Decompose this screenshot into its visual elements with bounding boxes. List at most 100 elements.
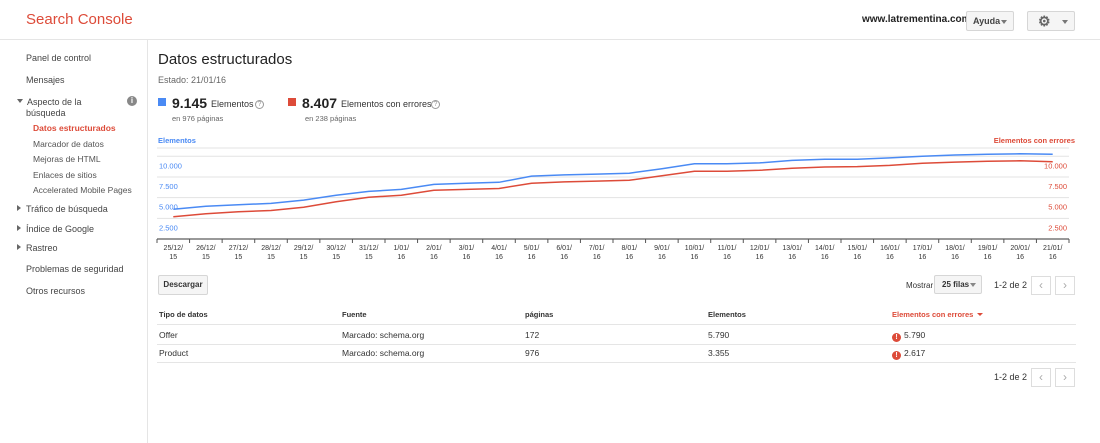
sidebar-item-label: Índice de Google [26, 224, 95, 234]
help-circle-icon[interactable]: ? [255, 100, 264, 109]
divider [157, 324, 1076, 325]
x-tick-label: 16 [723, 254, 731, 261]
chevron-right-icon: › [1063, 278, 1067, 292]
x-tick-label: 7/01/ [589, 245, 605, 252]
prev-page-button[interactable]: ‹ [1031, 276, 1051, 295]
x-tick-label: 15 [365, 254, 373, 261]
help-circle-icon[interactable]: ? [431, 100, 440, 109]
right-y-tick-label: 5.000 [1048, 203, 1067, 212]
x-tick-label: 15 [169, 254, 177, 261]
x-tick-label: 15 [267, 254, 275, 261]
chevron-down-icon [1001, 20, 1007, 24]
x-tick-label: 16 [756, 254, 764, 261]
next-page-button[interactable]: › [1055, 368, 1075, 387]
x-tick-label: 16 [853, 254, 861, 261]
sidebar-item-search-appearance[interactable]: Aspecto de la búsqueda [17, 97, 117, 119]
collapsed-triangle-icon [17, 244, 21, 250]
x-tick-label: 16 [430, 254, 438, 261]
x-tick-label: 4/01/ [491, 245, 507, 252]
left-y-tick-label: 7.500 [159, 182, 178, 191]
stat-errors-sub: en 238 páginas [305, 114, 357, 123]
info-icon[interactable]: i [127, 96, 137, 106]
x-tick-label: 16 [463, 254, 471, 261]
next-page-button[interactable]: › [1055, 276, 1075, 295]
x-tick-label: 16 [658, 254, 666, 261]
cell-errors-value: 2.617 [904, 348, 926, 358]
x-tick-label: 16 [560, 254, 568, 261]
stat-items-sub: en 976 páginas [172, 114, 224, 123]
column-header-errors[interactable]: Elementos con errores [892, 310, 984, 319]
column-header-items[interactable]: Elementos [708, 310, 746, 319]
x-tick-label: 17/01/ [913, 245, 933, 252]
sidebar-item-label: Tráfico de búsqueda [26, 204, 108, 214]
x-tick-label: 15 [300, 254, 308, 261]
prev-page-button[interactable]: ‹ [1031, 368, 1051, 387]
sidebar-item-sitelinks[interactable]: Enlaces de sitios [33, 170, 97, 180]
x-tick-label: 16 [397, 254, 405, 261]
sidebar-item-html-improvements[interactable]: Mejoras de HTML [33, 154, 101, 164]
help-button[interactable]: Ayuda [966, 11, 1014, 31]
x-tick-label: 15 [202, 254, 210, 261]
cell-pages: 976 [525, 348, 540, 358]
column-header-pages[interactable]: páginas [525, 310, 554, 319]
x-tick-label: 16 [625, 254, 633, 261]
chevron-left-icon: ‹ [1039, 278, 1043, 292]
sidebar: Panel de control Mensajes Aspecto de la … [0, 40, 148, 443]
brand-logo[interactable]: Search Console [26, 11, 133, 28]
sidebar-item-structured-data[interactable]: Datos estructurados [33, 123, 116, 133]
left-axis-title: Elementos [158, 136, 196, 145]
x-tick-label: 2/01/ [426, 245, 442, 252]
column-header-source[interactable]: Fuente [342, 310, 367, 319]
download-button[interactable]: Descargar [158, 275, 208, 295]
collapsed-triangle-icon [17, 225, 21, 231]
sidebar-item-messages[interactable]: Mensajes [26, 75, 65, 85]
show-label: Mostrar [906, 281, 934, 290]
sidebar-item-amp[interactable]: Accelerated Mobile Pages [33, 185, 132, 195]
chevron-down-icon [970, 283, 976, 287]
x-tick-label: 13/01/ [782, 245, 802, 252]
site-name[interactable]: www.latrementina.com [862, 14, 971, 25]
settings-button[interactable]: ⚙ [1027, 11, 1075, 31]
stat-errors-value: 8.407 [302, 95, 338, 111]
x-tick-label: 26/12/ [196, 245, 216, 252]
sidebar-item-security-issues[interactable]: Problemas de seguridad [26, 264, 124, 274]
sidebar-item-label: búsqueda [26, 108, 66, 118]
x-tick-label: 18/01/ [945, 245, 965, 252]
cell-source: Marcado: schema.org [342, 348, 425, 358]
chevron-right-icon: › [1063, 370, 1067, 384]
column-header-type[interactable]: Tipo de datos [159, 310, 208, 319]
x-tick-label: 31/12/ [359, 245, 379, 252]
x-tick-label: 5/01/ [524, 245, 540, 252]
left-y-tick-label: 2.500 [159, 223, 178, 232]
expanded-triangle-icon [17, 99, 23, 103]
sidebar-item-other-resources[interactable]: Otros recursos [26, 286, 86, 296]
sidebar-item-data-highlighter[interactable]: Marcador de datos [33, 139, 104, 149]
sidebar-item-label: Aspecto de la [27, 97, 82, 107]
x-tick-label: 6/01/ [556, 245, 572, 252]
x-tick-label: 19/01/ [978, 245, 998, 252]
main-content: Datos estructurados Estado: 21/01/16 9.1… [149, 40, 1100, 443]
x-tick-label: 16 [1016, 254, 1024, 261]
x-tick-label: 15/01/ [848, 245, 868, 252]
page-title: Datos estructurados [158, 51, 293, 68]
sidebar-item-dashboard[interactable]: Panel de control [26, 53, 92, 63]
sidebar-item-search-traffic[interactable]: Tráfico de búsqueda [17, 204, 108, 214]
x-tick-label: 16 [1049, 254, 1057, 261]
collapsed-triangle-icon [17, 205, 21, 211]
pagination-range: 1-2 de 2 [994, 280, 1028, 290]
cell-source: Marcado: schema.org [342, 330, 425, 340]
x-tick-label: 25/12/ [164, 245, 184, 252]
errors-swatch [288, 98, 296, 106]
top-bar: Search Console www.latrementina.com Ayud… [0, 0, 1100, 40]
x-tick-label: 14/01/ [815, 245, 835, 252]
x-tick-label: 9/01/ [654, 245, 670, 252]
x-tick-label: 30/12/ [326, 245, 346, 252]
sidebar-item-crawl[interactable]: Rastreo [17, 243, 58, 253]
x-tick-label: 16 [886, 254, 894, 261]
x-tick-label: 8/01/ [621, 245, 637, 252]
sidebar-item-google-index[interactable]: Índice de Google [17, 224, 94, 234]
chevron-left-icon: ‹ [1039, 370, 1043, 384]
stat-items-label: Elementos [211, 99, 254, 109]
x-tick-label: 16 [984, 254, 992, 261]
rows-per-page-select[interactable]: 25 filas [934, 275, 982, 294]
